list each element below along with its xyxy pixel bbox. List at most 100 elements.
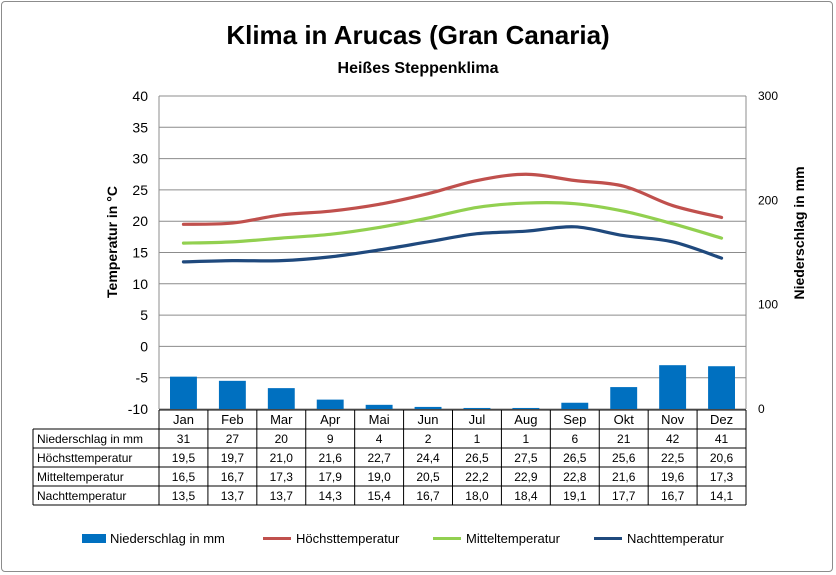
data-label: 26,5	[563, 451, 587, 465]
data-label: 21	[617, 432, 631, 446]
data-label: 20	[275, 432, 289, 446]
data-label: 15,4	[367, 489, 391, 503]
legend-swatch-mitteltemperatur	[433, 537, 461, 540]
chart-subtitle: Heißes Steppenklima	[337, 60, 499, 77]
line-hoechsttemperatur	[181, 172, 724, 226]
data-label: 1	[523, 432, 530, 446]
data-label: 22,8	[563, 470, 587, 484]
data-label: 18,0	[465, 489, 489, 503]
data-label: 16,7	[221, 470, 245, 484]
legend-item-niederschlag: Niederschlag in mm	[82, 531, 225, 546]
data-label: 24,4	[416, 451, 440, 465]
y-tick-label-left: -10	[128, 401, 148, 417]
data-label: 22,7	[367, 451, 391, 465]
data-label: 14,3	[319, 489, 343, 503]
bar-niederschlag	[414, 406, 442, 409]
x-tick-label: Jun	[418, 412, 439, 427]
data-label: 16,5	[172, 470, 196, 484]
data-label: 31	[177, 432, 191, 446]
data-label: 13,5	[172, 489, 196, 503]
x-tick-label: Okt	[614, 412, 635, 427]
x-tick-label: Mar	[270, 412, 293, 427]
line-nachttemperatur	[181, 225, 724, 264]
data-label: 17,9	[319, 470, 343, 484]
legend-item-hoechsttemperatur: Höchsttemperatur	[263, 531, 399, 546]
bar-niederschlag	[610, 387, 638, 409]
legend-item-nachttemperatur: Nachttemperatur	[594, 531, 724, 546]
bar-niederschlag	[267, 388, 295, 409]
y-tick-label-left: 30	[132, 151, 148, 167]
data-label: 25,6	[612, 451, 636, 465]
data-label: 16,7	[416, 489, 440, 503]
table-row-nachttemperatur-label: Nachttemperatur	[37, 489, 126, 503]
data-label: 1	[474, 432, 481, 446]
data-label: 19,5	[172, 451, 196, 465]
x-tick-label: Aug	[514, 412, 537, 427]
y-tick-label-left: 35	[132, 119, 148, 135]
y-tick-label-left: 20	[132, 213, 148, 229]
bar-niederschlag	[708, 366, 735, 409]
y-tick-label-right: 300	[758, 89, 778, 103]
bar-niederschlag	[365, 404, 393, 409]
bar-niederschlag	[170, 376, 197, 409]
data-label: 27,5	[514, 451, 538, 465]
data-label: 19,7	[221, 451, 245, 465]
table-row-hoechsttemperatur-label: Höchsttemperatur	[37, 451, 132, 465]
data-label: 21,6	[319, 451, 343, 465]
bar-niederschlag	[218, 380, 246, 409]
data-label: 19,1	[563, 489, 587, 503]
chart-title: Klima in Arucas (Gran Canaria)	[226, 20, 610, 50]
data-label: 19,0	[367, 470, 391, 484]
data-label: 22,5	[661, 451, 685, 465]
legend-label-nachttemperatur: Nachttemperatur	[627, 531, 724, 546]
bar-niederschlag	[512, 407, 540, 409]
y-tick-label-left: 10	[132, 276, 148, 292]
x-tick-label: Apr	[320, 412, 341, 427]
y-tick-label-left: -5	[136, 370, 149, 386]
x-tick-label: Mai	[369, 412, 390, 427]
bar-niederschlag	[316, 399, 344, 409]
y-tick-label-right: 0	[758, 402, 765, 416]
data-label: 27	[226, 432, 240, 446]
data-label: 17,3	[710, 470, 734, 484]
data-label: 41	[715, 432, 729, 446]
legend-label-hoechsttemperatur: Höchsttemperatur	[296, 531, 400, 546]
data-label: 16,7	[661, 489, 685, 503]
bar-niederschlag	[561, 402, 589, 409]
data-label: 2	[425, 432, 432, 446]
climate-chart: 40 35 30 25 20 15 10 5 0 -5 -10 300 200 100 0 Jan Feb Mar…	[32, 88, 778, 506]
legend-item-mitteltemperatur: Mitteltemperatur	[433, 531, 560, 546]
x-tick-label: Nov	[661, 412, 685, 427]
y-tick-label-right: 100	[758, 298, 778, 312]
legend-label-mitteltemperatur: Mitteltemperatur	[466, 531, 560, 546]
y-tick-label-right: 200	[758, 193, 778, 207]
x-tick-label: Feb	[221, 412, 243, 427]
data-label: 20,5	[416, 470, 440, 484]
data-label: 21,0	[270, 451, 294, 465]
y-tick-label-left: 0	[140, 338, 148, 354]
x-tick-label: Jul	[469, 412, 486, 427]
data-label: 26,5	[465, 451, 489, 465]
data-label: 17,7	[612, 489, 636, 503]
table-row-mitteltemperatur-label: Mitteltemperatur	[37, 470, 124, 484]
data-label: 17,3	[270, 470, 294, 484]
line-mitteltemperatur	[181, 201, 724, 245]
bar-niederschlag	[659, 365, 687, 409]
table-row-niederschlag-label: Niederschlag in mm	[37, 432, 143, 446]
x-tick-label: Jan	[173, 412, 194, 427]
data-label: 18,4	[514, 489, 538, 503]
data-label: 22,2	[465, 470, 489, 484]
legend: Niederschlag in mm Höchsttemperatur Mitt…	[0, 531, 836, 549]
legend-label-niederschlag: Niederschlag in mm	[110, 531, 225, 546]
x-tick-label: Sep	[563, 412, 586, 427]
data-label: 19,6	[661, 470, 685, 484]
y-tick-label-left: 5	[140, 307, 148, 323]
bar-niederschlag	[463, 407, 491, 409]
data-label: 22,9	[514, 470, 538, 484]
data-label: 20,6	[710, 451, 734, 465]
data-label: 14,1	[710, 489, 734, 503]
data-label: 9	[327, 432, 334, 446]
legend-swatch-hoechsttemperatur	[263, 537, 291, 540]
y-tick-label-left: 15	[132, 245, 148, 261]
